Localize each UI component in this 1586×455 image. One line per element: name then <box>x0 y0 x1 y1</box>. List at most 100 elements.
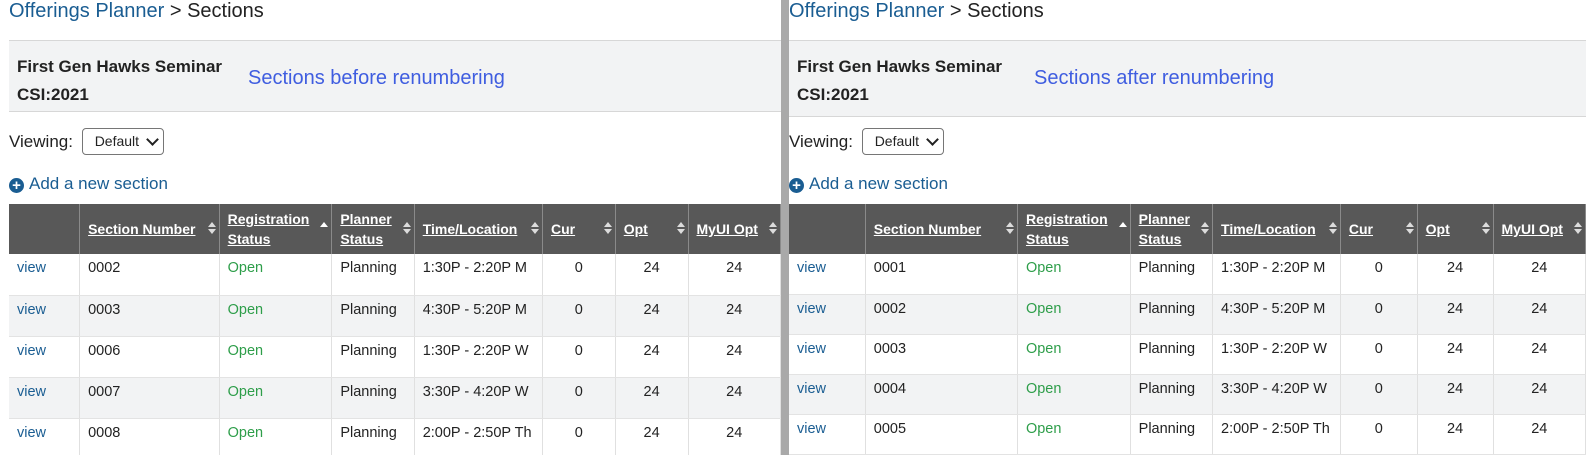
planner-status-cell: Planning <box>1138 380 1196 397</box>
time-location-cell: 3:30P - 4:20P W <box>1221 380 1327 397</box>
breadcrumb: Offerings Planner > Sections <box>789 0 1044 24</box>
header-opt[interactable]: Opt <box>1417 204 1494 254</box>
myui-opt-cell: 24 <box>726 301 743 318</box>
section-number-cell: 0003 <box>88 301 121 318</box>
view-link[interactable]: view <box>17 260 47 276</box>
opt-cell: 24 <box>1447 340 1464 357</box>
time-location-cell: 3:30P - 4:20P W <box>422 383 529 400</box>
registration-status-cell: Open <box>227 301 264 318</box>
view-link[interactable]: view <box>17 424 47 441</box>
header-planner-status[interactable]: Planner Status <box>331 204 415 254</box>
planner-status-cell: Planning <box>340 260 397 276</box>
cur-cell: 0 <box>574 260 583 276</box>
view-link[interactable]: view <box>17 342 47 359</box>
viewing-control: Viewing: Default <box>789 128 944 156</box>
section-number-cell: 0004 <box>873 380 907 397</box>
opt-cell: 24 <box>643 342 660 359</box>
planner-status-cell: Planning <box>340 342 397 359</box>
sections-table: Section Number Registration Status Plann… <box>9 204 781 455</box>
opt-cell: 24 <box>1447 380 1464 397</box>
planner-status-cell: Planning <box>340 301 397 318</box>
breadcrumb-offerings-planner-link[interactable]: Offerings Planner <box>9 0 165 22</box>
breadcrumb-separator: > <box>949 0 962 22</box>
left-panel: Offerings Planner > Sections First Gen H… <box>0 0 781 455</box>
view-link[interactable]: view <box>17 383 47 400</box>
breadcrumb-separator: > <box>169 0 182 22</box>
myui-opt-cell: 24 <box>726 383 743 400</box>
view-link[interactable]: view <box>797 420 827 437</box>
breadcrumb-current: Sections <box>967 0 1044 22</box>
planner-status-cell: Planning <box>1138 420 1196 437</box>
time-location-cell: 2:00P - 2:50P Th <box>1221 420 1330 437</box>
table-row: view 0008 Open Planning 2:00P - 2:50P Th 0 24 2… <box>9 418 781 455</box>
breadcrumb-offerings-planner-link[interactable]: Offerings Planner <box>789 0 945 22</box>
time-location-cell: 4:30P - 5:20P M <box>1221 300 1326 317</box>
add-section-link[interactable]: + Add a new section <box>9 172 168 196</box>
breadcrumb: Offerings Planner > Sections <box>9 0 264 24</box>
planner-status-cell: Planning <box>340 383 397 400</box>
viewing-select[interactable]: Default <box>81 128 164 156</box>
opt-cell: 24 <box>643 260 660 276</box>
planner-status-cell: Planning <box>1138 340 1196 357</box>
add-section-link[interactable]: + Add a new section <box>789 172 948 196</box>
section-number-cell: 0003 <box>873 340 907 357</box>
viewing-control: Viewing: Default <box>9 128 164 156</box>
registration-status-cell: Open <box>1025 300 1062 317</box>
planner-status-cell: Planning <box>1138 300 1196 317</box>
table-header-row: Section Number Registration Status Plann… <box>9 204 781 254</box>
header-section-number[interactable]: Section Number <box>865 204 1018 254</box>
header-registration-status[interactable]: Registration Status <box>1017 204 1131 254</box>
header-opt[interactable]: Opt <box>615 204 689 254</box>
view-link[interactable]: view <box>797 300 827 317</box>
course-header: First Gen Hawks Seminar CSI:2021 Section… <box>9 40 781 112</box>
header-time-location[interactable]: Time/Location <box>1212 204 1341 254</box>
opt-cell: 24 <box>643 301 660 318</box>
planner-status-cell: Planning <box>1138 260 1196 276</box>
cur-cell: 0 <box>1374 340 1383 357</box>
header-actions <box>9 204 81 254</box>
chevron-down-icon <box>925 133 939 146</box>
table-row: view 0005 Open Planning 2:00P - 2:50P Th 0 24 2… <box>789 414 1586 455</box>
view-link[interactable]: view <box>797 260 827 276</box>
cur-cell: 0 <box>1374 380 1383 397</box>
header-time-location[interactable]: Time/Location <box>414 204 543 254</box>
header-section-number[interactable]: Section Number <box>79 204 220 254</box>
registration-status-cell: Open <box>227 260 264 276</box>
view-link[interactable]: view <box>797 380 827 397</box>
time-location-cell: 1:30P - 2:20P M <box>422 260 527 276</box>
cur-cell: 0 <box>1374 300 1383 317</box>
registration-status-cell: Open <box>227 342 264 359</box>
table-row: view 0003 Open Planning 4:30P - 5:20P M 0 24 24 <box>9 295 781 337</box>
myui-opt-cell: 24 <box>726 260 743 276</box>
time-location-cell: 1:30P - 2:20P W <box>422 342 529 359</box>
cur-cell: 0 <box>574 342 583 359</box>
time-location-cell: 2:00P - 2:50P Th <box>422 424 532 441</box>
myui-opt-cell: 24 <box>1531 380 1548 397</box>
view-link[interactable]: view <box>17 301 47 318</box>
table-row: view 0002 Open Planning 4:30P - 5:20P M 0 24 24 <box>789 294 1586 335</box>
header-cur[interactable]: Cur <box>542 204 616 254</box>
header-planner-status[interactable]: Planner Status <box>1130 204 1214 254</box>
section-number-cell: 0002 <box>88 260 121 276</box>
table-row: view 0007 Open Planning 3:30P - 4:20P W 0 24 24 <box>9 377 781 419</box>
renumber-note: Sections after renumbering <box>1034 67 1275 89</box>
header-cur[interactable]: Cur <box>1340 204 1418 254</box>
myui-opt-cell: 24 <box>1531 300 1548 317</box>
add-section-label: Add a new section <box>29 174 168 193</box>
course-header: First Gen Hawks Seminar CSI:2021 Section… <box>789 40 1586 117</box>
viewing-label: Viewing: <box>789 131 853 151</box>
table-row: view 0002 Open Planning 1:30P - 2:20P M 0 24 24 <box>9 254 781 296</box>
header-myui-opt[interactable]: MyUI Opt <box>688 204 781 254</box>
registration-status-cell: Open <box>1025 380 1062 397</box>
table-row: view 0001 Open Planning 1:30P - 2:20P M 0 24 24 <box>789 254 1586 295</box>
section-number-cell: 0002 <box>873 300 907 317</box>
table-row: view 0003 Open Planning 1:30P - 2:20P W 0 24 24 <box>789 334 1586 375</box>
header-myui-opt[interactable]: MyUI Opt <box>1493 204 1586 254</box>
right-panel: Offerings Planner > Sections First Gen H… <box>789 0 1586 455</box>
view-link[interactable]: view <box>797 340 827 357</box>
registration-status-cell: Open <box>1025 420 1062 437</box>
plus-circle-icon: + <box>9 178 24 193</box>
header-registration-status[interactable]: Registration Status <box>219 204 333 254</box>
viewing-select[interactable]: Default <box>861 128 944 156</box>
course-code: CSI:2021 <box>17 85 89 104</box>
